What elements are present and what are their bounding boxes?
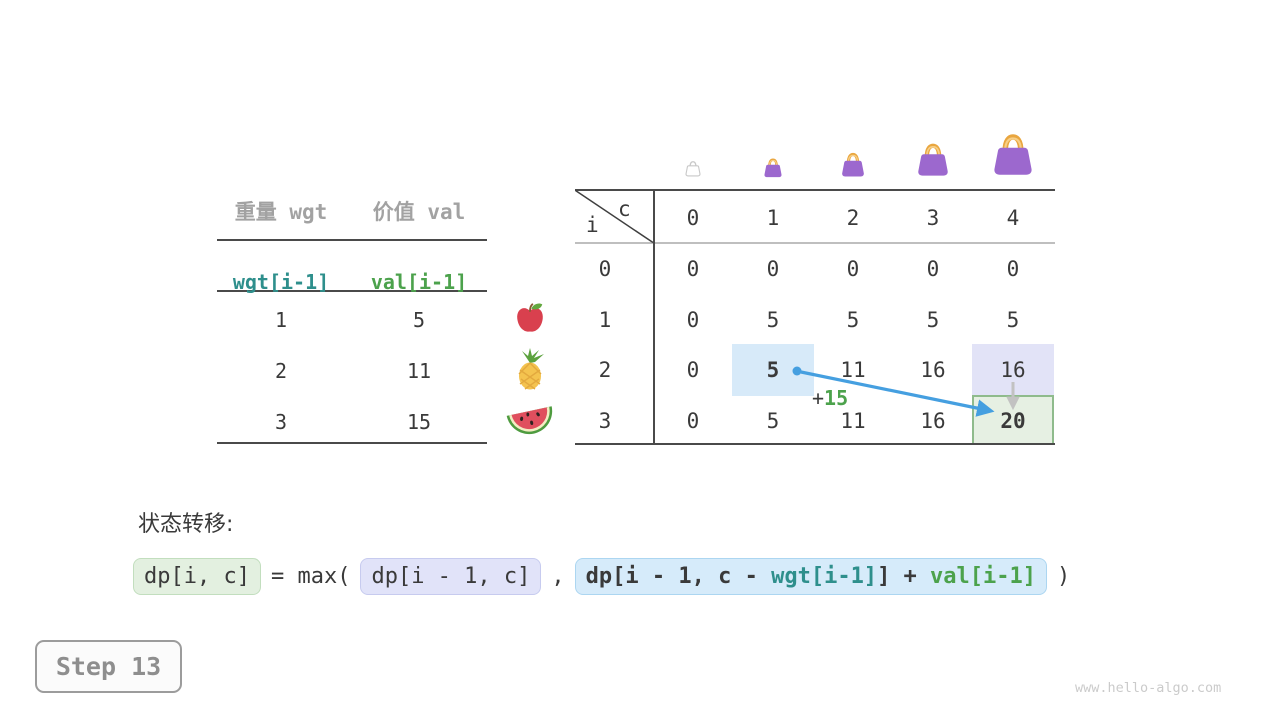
bag-ghost-icon [684,158,702,179]
dp-cell-2-4-above: 16 [1000,358,1026,382]
dp-corner-row-label: i [586,213,599,237]
dp-row-header-1: 1 [598,308,612,332]
dp-col-header-4: 4 [1006,206,1020,230]
item3-value: 15 [406,410,432,434]
items-table-bottom-rule [217,442,487,444]
formula-closing-paren: ) [1057,564,1071,589]
bag-medium-icon [839,151,867,179]
items-table-wgt-formula: wgt[i-1] [232,270,330,294]
dp-cell-1-2: 5 [846,308,860,332]
dp-row-header-2: 2 [598,358,612,382]
dp-table-vertical-rule [653,189,655,445]
bag-large-icon [914,141,952,179]
dp-table-top-rule [575,189,1055,191]
bag-xlarge-icon [989,131,1037,179]
dp-cell-3-2: 11 [840,409,866,433]
dp-cell-3-0: 0 [686,409,700,433]
dp-col-header-1: 1 [766,206,780,230]
dp-cell-1-1: 5 [766,308,780,332]
dp-col-header-0: 0 [686,206,700,230]
state-transition-heading: 状态转移: [138,512,234,537]
dp-cell-2-1-source: 5 [766,358,780,382]
add-value-number: 15 [824,386,849,410]
dp-cell-0-2: 0 [846,257,860,281]
watermark: www.hello-algo.com [1075,680,1222,696]
dp-col-header-3: 3 [926,206,940,230]
items-table-header-weight: 重量 wgt [234,200,328,224]
dp-cell-2-2: 11 [840,358,866,382]
state-transition-formula: dp[i, c] = max( dp[i - 1, c] , dp[i - 1,… [133,558,1070,595]
watermelon-icon [504,403,556,439]
dp-cell-1-3: 5 [926,308,940,332]
dp-cell-2-0: 0 [686,358,700,382]
formula-arg1: dp[i - 1, c] [360,558,542,595]
dp-cell-0-3: 0 [926,257,940,281]
items-table-top-rule [217,239,487,241]
dp-row-header-0: 0 [598,257,612,281]
items-table-mid-rule [217,290,487,292]
dp-cell-0-1: 0 [766,257,780,281]
item1-weight: 1 [274,308,288,332]
step-badge: Step 13 [35,640,182,693]
formula-arg2: dp[i - 1, c - wgt[i-1]] + val[i-1] [574,558,1048,595]
apple-icon [513,301,547,336]
dp-corner-col-label: c [618,197,631,221]
formula-arg2-prefix: dp[i - 1, c - [585,564,772,589]
formula-arg2-wgt: wgt[i-1] [771,564,878,589]
dp-cell-0-0: 0 [686,257,700,281]
formula-equals-max: = max( [270,564,351,589]
pineapple-icon [508,346,553,391]
dp-table-header-rule [575,242,1055,244]
dp-cell-1-0: 0 [686,308,700,332]
item2-value: 11 [406,359,432,383]
dp-cell-3-3: 16 [920,409,946,433]
dp-table-bottom-rule [575,443,1055,445]
dp-col-header-2: 2 [846,206,860,230]
item1-value: 5 [412,308,426,332]
items-table-header-value: 价值 val [372,200,466,224]
dp-cell-2-3: 16 [920,358,946,382]
formula-arg2-val: val[i-1] [930,564,1037,589]
bag-small-icon [762,157,784,179]
item2-weight: 2 [274,359,288,383]
formula-separator: , [551,564,565,589]
dp-row-header-3: 3 [598,409,612,433]
formula-lhs: dp[i, c] [133,558,261,595]
add-value-plus: + [812,386,825,410]
item3-weight: 3 [274,410,288,434]
step-badge-label: Step 13 [55,652,162,681]
formula-arg2-mid: ] + [877,564,931,589]
dp-cell-3-4-current: 20 [1000,409,1026,433]
dp-cell-1-4: 5 [1006,308,1020,332]
items-table-val-formula: val[i-1] [370,270,468,294]
dp-cell-3-1: 5 [766,409,780,433]
dp-cell-0-4: 0 [1006,257,1020,281]
add-value-annotation: +15 [812,386,848,410]
